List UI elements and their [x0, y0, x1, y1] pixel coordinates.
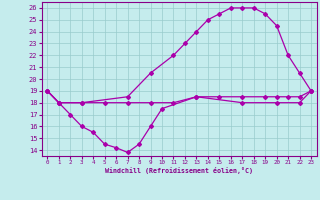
- X-axis label: Windchill (Refroidissement éolien,°C): Windchill (Refroidissement éolien,°C): [105, 167, 253, 174]
